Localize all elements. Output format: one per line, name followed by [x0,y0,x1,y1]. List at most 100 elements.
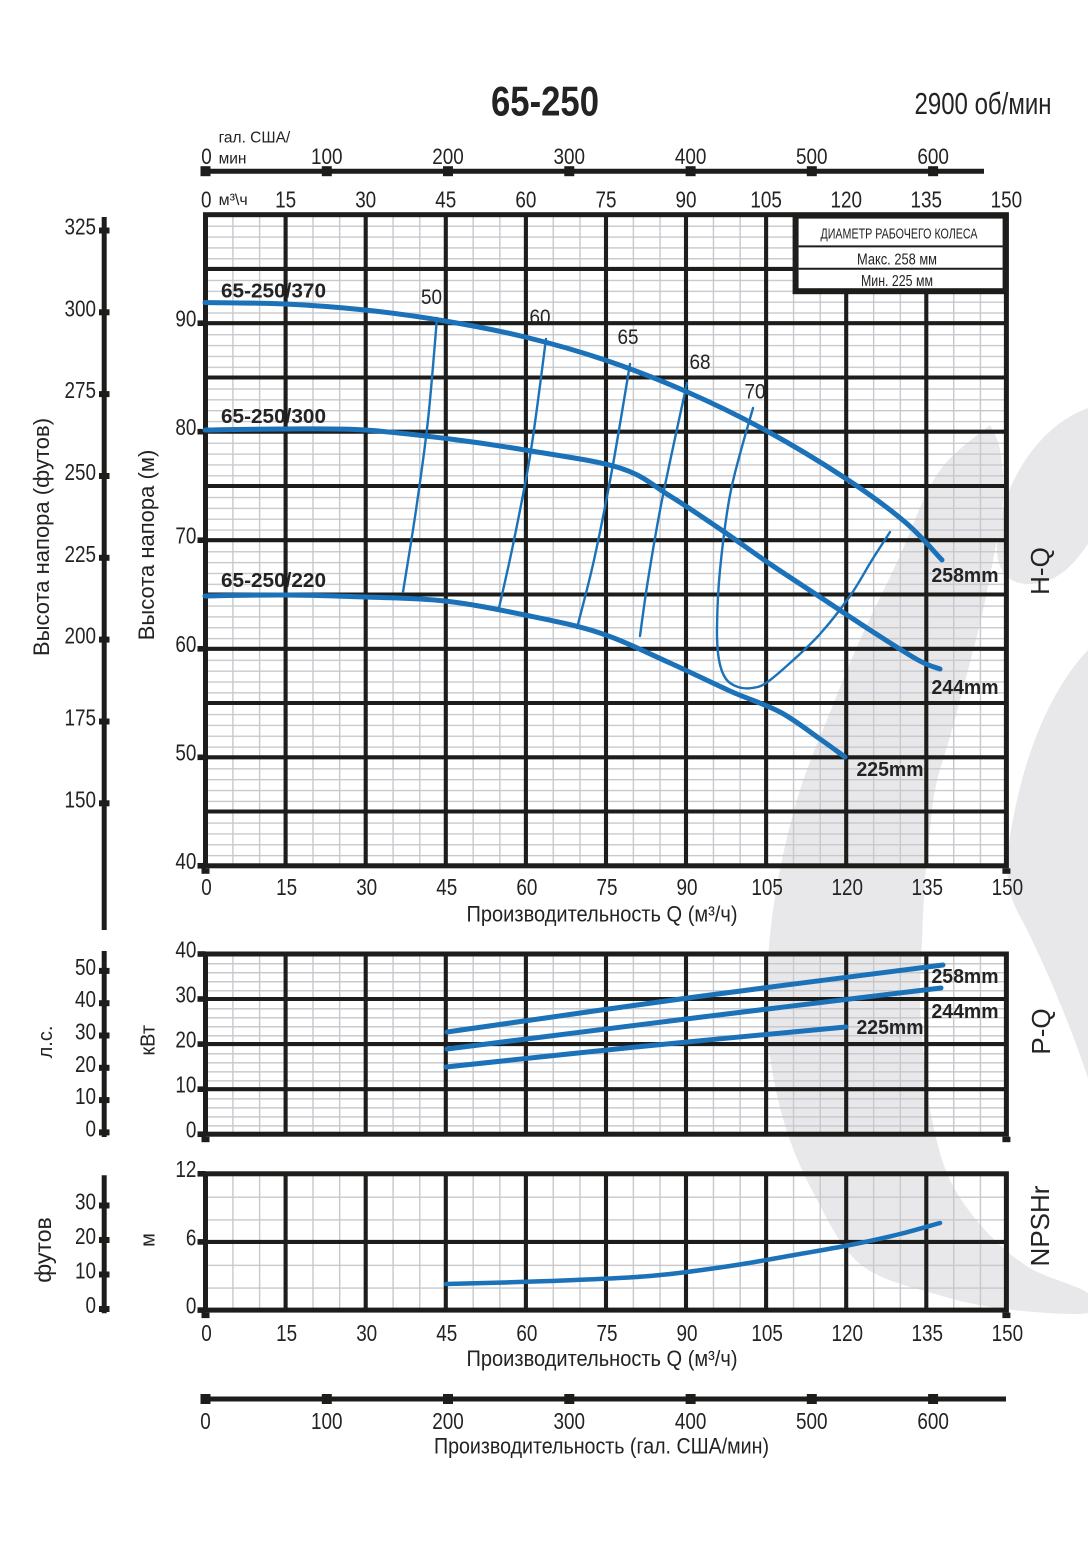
svg-text:кВт: кВт [138,1025,160,1056]
svg-text:0: 0 [201,1320,212,1346]
svg-text:м³\ч: м³\ч [219,192,248,209]
svg-text:68: 68 [690,351,711,374]
svg-text:40: 40 [75,986,96,1012]
svg-text:20: 20 [175,1027,196,1053]
svg-text:500: 500 [796,144,828,169]
svg-text:400: 400 [675,144,707,169]
svg-text:мин: мин [219,151,247,168]
svg-text:65-250/220: 65-250/220 [221,570,326,592]
svg-text:225: 225 [65,541,97,567]
svg-text:60: 60 [175,631,196,657]
svg-text:200: 200 [65,623,97,649]
svg-text:P-Q: P-Q [1026,1008,1056,1054]
svg-text:90: 90 [676,187,697,213]
svg-text:40: 40 [175,848,196,874]
svg-text:600: 600 [917,144,949,169]
svg-text:258mm: 258mm [932,966,999,988]
svg-text:10: 10 [75,1258,96,1284]
svg-text:70: 70 [745,381,766,404]
svg-text:325: 325 [65,214,97,240]
svg-text:Макс. 258 мм: Макс. 258 мм [857,252,937,269]
svg-text:175: 175 [65,705,97,731]
svg-text:гал. США/: гал. США/ [219,130,291,147]
svg-text:135: 135 [911,187,943,213]
svg-text:0: 0 [201,187,212,213]
svg-text:135: 135 [912,874,944,900]
svg-text:6: 6 [186,1224,197,1250]
svg-text:0: 0 [186,1117,197,1143]
svg-text:80: 80 [175,414,196,440]
svg-text:Производительность Q (м³/ч): Производительность Q (м³/ч) [467,1346,738,1371]
svg-text:0: 0 [186,1293,197,1319]
svg-text:30: 30 [356,874,377,900]
svg-text:15: 15 [275,187,296,213]
svg-text:2900 об/мин: 2900 об/мин [915,86,1052,121]
svg-text:225mm: 225mm [857,1017,924,1039]
svg-text:244mm: 244mm [932,1001,999,1023]
svg-text:0: 0 [86,1115,97,1141]
svg-text:90: 90 [175,306,196,332]
svg-text:45: 45 [436,1320,457,1346]
svg-text:60: 60 [530,306,551,329]
svg-text:150: 150 [992,1320,1024,1346]
svg-text:12: 12 [175,1156,196,1182]
svg-text:300: 300 [554,144,586,169]
svg-text:120: 120 [831,1320,863,1346]
svg-text:Производительность Q (м³/ч): Производительность Q (м³/ч) [467,902,738,927]
svg-text:300: 300 [65,295,97,321]
svg-text:0: 0 [200,1408,211,1434]
svg-text:65: 65 [618,326,639,349]
svg-text:90: 90 [677,874,698,900]
svg-text:15: 15 [276,1320,297,1346]
svg-text:30: 30 [356,1320,377,1346]
svg-text:135: 135 [912,1320,944,1346]
svg-text:H-Q: H-Q [1025,547,1055,595]
svg-text:258mm: 258mm [932,565,999,587]
svg-text:600: 600 [917,1408,949,1434]
svg-text:60: 60 [516,874,537,900]
svg-text:ДИАМЕТР РАБОЧЕГО КОЛЕСА: ДИАМЕТР РАБОЧЕГО КОЛЕСА [821,225,978,242]
svg-text:20: 20 [75,1223,96,1249]
svg-text:15: 15 [276,874,297,900]
svg-text:100: 100 [311,1408,343,1434]
svg-text:65-250: 65-250 [491,78,599,125]
svg-text:40: 40 [175,936,196,962]
svg-text:30: 30 [75,1189,96,1215]
svg-text:футов: футов [30,1217,56,1282]
svg-text:225mm: 225mm [857,759,924,781]
svg-text:105: 105 [751,874,783,900]
svg-text:45: 45 [436,874,457,900]
svg-text:400: 400 [675,1408,707,1434]
svg-text:65-250/370: 65-250/370 [221,281,326,303]
svg-text:275: 275 [65,377,97,403]
svg-text:90: 90 [677,1320,698,1346]
svg-text:Высота напора (футов): Высота напора (футов) [29,418,54,656]
svg-text:0: 0 [86,1292,97,1318]
svg-text:244mm: 244mm [932,677,999,699]
svg-text:Производительность (гал. США/м: Производительность (гал. США/мин) [434,1434,769,1459]
svg-text:NPSHr: NPSHr [1025,1185,1055,1266]
svg-text:100: 100 [311,144,343,169]
svg-text:200: 200 [432,144,464,169]
svg-text:75: 75 [597,1320,618,1346]
svg-text:105: 105 [750,187,782,213]
svg-text:50: 50 [421,286,442,309]
svg-text:300: 300 [554,1408,586,1434]
svg-text:0: 0 [201,144,212,169]
svg-text:м: м [138,1233,160,1247]
svg-text:75: 75 [596,187,617,213]
svg-text:65-250/300: 65-250/300 [221,406,326,428]
svg-text:250: 250 [65,459,97,485]
svg-text:30: 30 [75,1019,96,1045]
svg-text:10: 10 [175,1072,196,1098]
svg-text:200: 200 [432,1408,464,1434]
svg-text:500: 500 [796,1408,828,1434]
svg-text:0: 0 [201,874,212,900]
svg-text:30: 30 [355,187,376,213]
svg-text:10: 10 [75,1083,96,1109]
svg-text:Высота напора (м): Высота напора (м) [134,450,159,641]
svg-text:45: 45 [435,187,456,213]
svg-text:75: 75 [597,874,618,900]
svg-text:60: 60 [515,187,536,213]
svg-text:120: 120 [831,874,863,900]
